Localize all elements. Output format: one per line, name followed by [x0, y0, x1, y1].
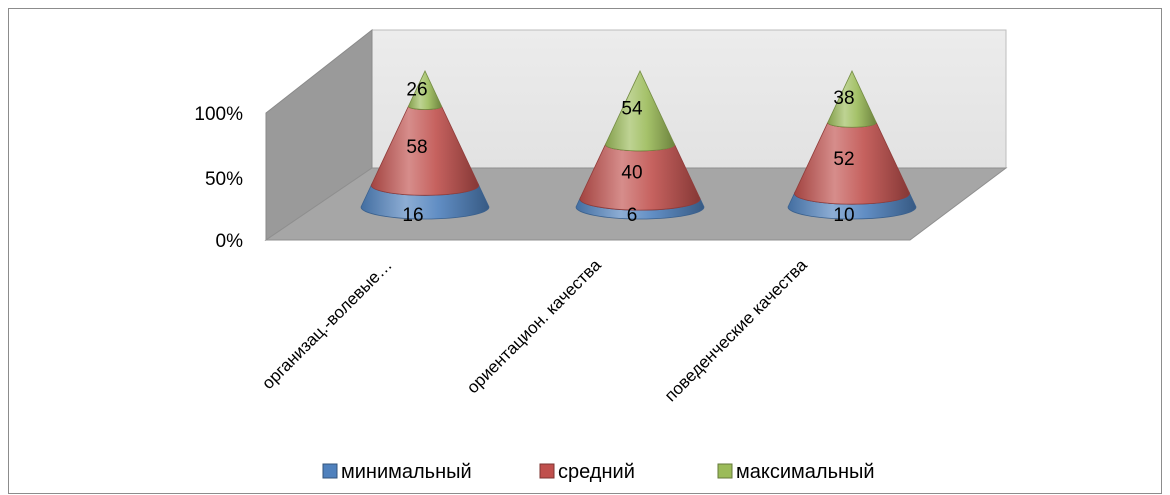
legend-item: минимальный: [322, 461, 472, 483]
cone: [360, 70, 490, 220]
legend-item: максимальный: [717, 461, 875, 483]
cone-segment: [605, 70, 675, 152]
data-label: 40: [621, 163, 642, 184]
data-labels: 16 58 26 6 40 54 10 52 38: [402, 80, 854, 226]
legend-swatch: [322, 463, 338, 479]
data-label: 58: [406, 137, 427, 158]
data-label: 38: [833, 88, 854, 109]
legend-label: средний: [558, 461, 635, 483]
cone: [575, 70, 705, 220]
category-label: ориентацион. качества: [463, 255, 605, 397]
back-wall: [371, 29, 1007, 169]
legend-label: минимальный: [341, 461, 472, 483]
cone-segment: [827, 70, 877, 128]
data-label: 16: [402, 205, 423, 226]
data-label: 26: [406, 80, 427, 101]
y-tick-label: 100%: [194, 104, 243, 125]
y-axis: 0% 50% 100%: [194, 104, 243, 252]
legend-swatch: [539, 463, 555, 479]
category-label: поведенческие качества: [661, 255, 811, 405]
legend: минимальный средний максимальный: [322, 461, 875, 483]
cone-series: [360, 70, 917, 220]
cone: [787, 70, 917, 220]
data-label: 54: [621, 99, 643, 120]
data-label: 52: [833, 149, 854, 170]
x-axis: организац.-волевые… ориентацион. качества…: [258, 255, 811, 405]
legend-item: средний: [539, 461, 635, 483]
category-label: организац.-волевые…: [258, 255, 395, 392]
cone-segment: [407, 70, 443, 110]
data-label: 10: [833, 205, 854, 226]
y-tick-label: 0%: [216, 231, 244, 252]
legend-swatch: [717, 463, 733, 479]
legend-label: максимальный: [736, 461, 875, 483]
data-label: 6: [627, 205, 638, 226]
y-tick-label: 50%: [205, 169, 243, 190]
